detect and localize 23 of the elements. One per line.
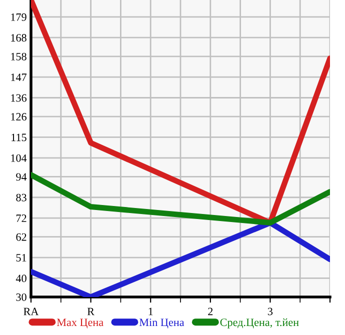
x-tick-label: 3	[268, 308, 273, 316]
y-tick-label: 83	[16, 194, 26, 202]
legend-label: Сред.Цена, т.йен	[220, 318, 299, 328]
y-tick-label: 179	[11, 13, 26, 21]
x-tick-label: 2	[208, 308, 213, 316]
y-tick-label: 158	[11, 52, 26, 60]
legend-label: Max Цена	[56, 318, 104, 328]
y-tick-label: 72	[16, 214, 26, 222]
y-tick-label: 94	[16, 173, 27, 181]
x-tick-label: 1	[148, 308, 153, 316]
y-tick-label: 51	[16, 254, 26, 262]
y-tick-label: 136	[11, 94, 26, 102]
y-tick-label: 126	[11, 113, 26, 121]
legend-label: Min Цена	[139, 318, 184, 328]
x-tick-label: R	[87, 308, 94, 316]
y-tick-label: 30	[16, 293, 26, 301]
y-tick-label: 115	[12, 134, 26, 142]
y-tick-label: 62	[16, 233, 26, 241]
x-tick-label: RA	[24, 308, 39, 316]
y-tick-label: 40	[16, 274, 26, 282]
y-tick-label: 147	[11, 74, 27, 81]
y-tick-label: 168	[11, 34, 26, 42]
y-tick-label: 104	[11, 154, 27, 162]
